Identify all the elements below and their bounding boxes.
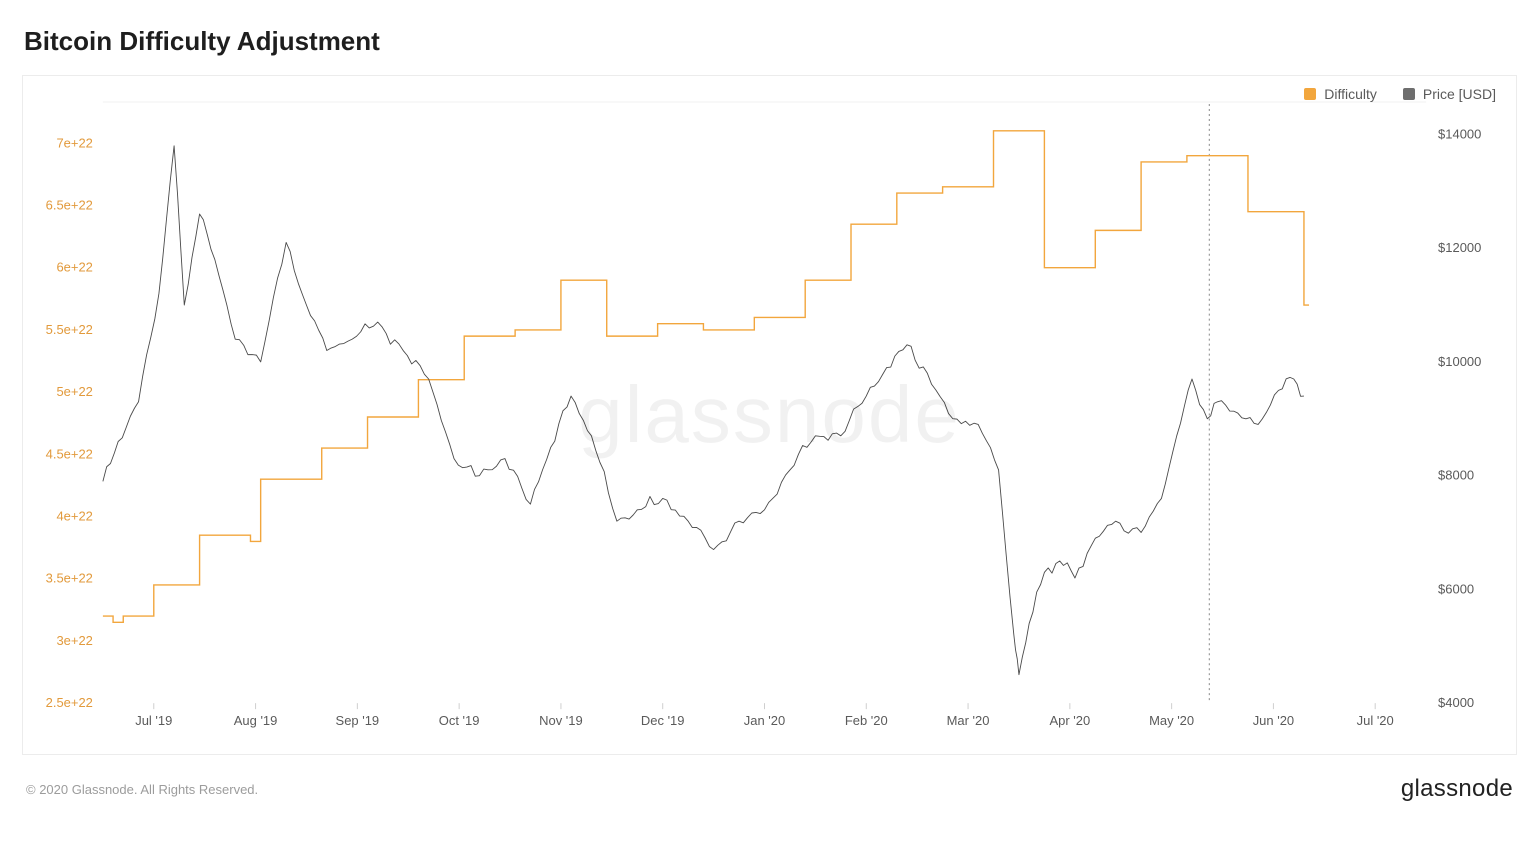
- svg-text:$4000: $4000: [1438, 695, 1474, 710]
- svg-text:Jun '20: Jun '20: [1253, 713, 1294, 728]
- legend-item-difficulty: Difficulty: [1304, 86, 1377, 102]
- svg-text:Jan '20: Jan '20: [744, 713, 785, 728]
- svg-text:$12000: $12000: [1438, 240, 1481, 255]
- svg-text:4e+22: 4e+22: [56, 509, 92, 524]
- brand-logo: glassnode: [1401, 775, 1513, 803]
- svg-text:7e+22: 7e+22: [56, 135, 92, 150]
- svg-text:6.5e+22: 6.5e+22: [46, 197, 93, 212]
- svg-text:6e+22: 6e+22: [56, 260, 92, 275]
- legend-swatch-price: [1403, 88, 1415, 100]
- svg-text:3e+22: 3e+22: [56, 633, 92, 648]
- svg-text:Mar '20: Mar '20: [947, 713, 990, 728]
- svg-text:5.5e+22: 5.5e+22: [46, 322, 93, 337]
- legend-label-price: Price [USD]: [1423, 86, 1496, 102]
- svg-text:$14000: $14000: [1438, 126, 1481, 141]
- svg-text:Feb '20: Feb '20: [845, 713, 888, 728]
- svg-text:2.5e+22: 2.5e+22: [46, 695, 93, 710]
- svg-text:Apr '20: Apr '20: [1050, 713, 1091, 728]
- svg-text:$10000: $10000: [1438, 354, 1481, 369]
- svg-text:May '20: May '20: [1149, 713, 1194, 728]
- svg-text:5e+22: 5e+22: [56, 384, 92, 399]
- svg-text:Jul '20: Jul '20: [1357, 713, 1394, 728]
- chart-svg: 2.5e+22 3e+22 3.5e+22 4e+22 4.5e+22 5e+22 5.5e…: [23, 76, 1516, 755]
- chart-container: 2.5e+22 3e+22 3.5e+22 4e+22 4.5e+22 5e+22 5.5e…: [22, 75, 1517, 755]
- page-title: Bitcoin Difficulty Adjustment: [24, 26, 1517, 57]
- legend-label-difficulty: Difficulty: [1324, 86, 1377, 102]
- svg-text:Aug '19: Aug '19: [234, 713, 278, 728]
- svg-text:$8000: $8000: [1438, 468, 1474, 483]
- legend: Difficulty Price [USD]: [1304, 86, 1496, 102]
- copyright: © 2020 Glassnode. All Rights Reserved.: [26, 782, 258, 797]
- svg-text:Nov '19: Nov '19: [539, 713, 583, 728]
- svg-text:Oct '19: Oct '19: [439, 713, 480, 728]
- svg-text:$6000: $6000: [1438, 581, 1474, 596]
- legend-item-price: Price [USD]: [1403, 86, 1496, 102]
- svg-text:Sep '19: Sep '19: [336, 713, 380, 728]
- svg-text:Jul '19: Jul '19: [135, 713, 172, 728]
- legend-swatch-difficulty: [1304, 88, 1316, 100]
- svg-text:3.5e+22: 3.5e+22: [46, 571, 93, 586]
- svg-text:4.5e+22: 4.5e+22: [46, 446, 93, 461]
- svg-text:Dec '19: Dec '19: [641, 713, 685, 728]
